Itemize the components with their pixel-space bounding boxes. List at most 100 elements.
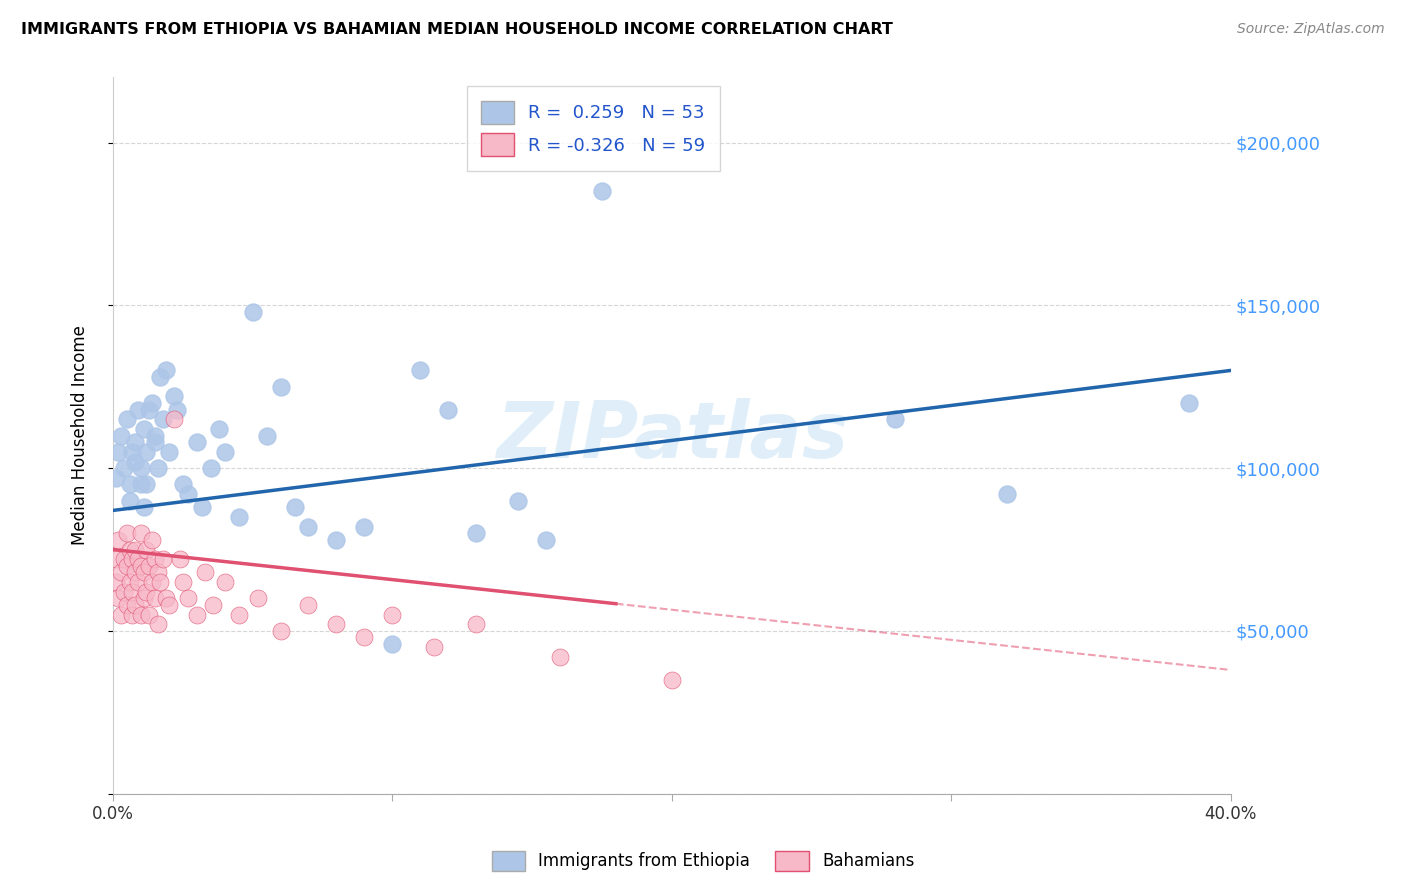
Point <box>186 435 208 450</box>
Point <box>163 389 186 403</box>
Point <box>214 445 236 459</box>
Point <box>132 422 155 436</box>
Point <box>214 575 236 590</box>
Point <box>127 575 149 590</box>
Point <box>191 500 214 515</box>
Point <box>135 477 157 491</box>
Point <box>242 305 264 319</box>
Point <box>163 412 186 426</box>
Point <box>121 552 143 566</box>
Point <box>146 617 169 632</box>
Point <box>143 428 166 442</box>
Point <box>995 487 1018 501</box>
Point <box>256 428 278 442</box>
Point <box>157 598 180 612</box>
Legend: R =  0.259   N = 53, R = -0.326   N = 59: R = 0.259 N = 53, R = -0.326 N = 59 <box>467 87 720 170</box>
Point <box>157 445 180 459</box>
Point <box>115 412 138 426</box>
Point <box>149 575 172 590</box>
Point <box>118 542 141 557</box>
Point <box>141 575 163 590</box>
Point <box>146 566 169 580</box>
Point <box>200 461 222 475</box>
Point <box>166 402 188 417</box>
Point <box>270 380 292 394</box>
Point <box>591 185 613 199</box>
Y-axis label: Median Household Income: Median Household Income <box>72 326 89 546</box>
Point <box>506 493 529 508</box>
Point <box>172 477 194 491</box>
Point <box>115 598 138 612</box>
Point <box>152 552 174 566</box>
Point <box>107 591 129 606</box>
Point <box>465 526 488 541</box>
Point <box>135 584 157 599</box>
Point <box>534 533 557 547</box>
Point <box>129 607 152 622</box>
Point <box>115 558 138 573</box>
Point <box>141 533 163 547</box>
Point <box>202 598 225 612</box>
Point <box>129 477 152 491</box>
Point <box>129 558 152 573</box>
Point <box>135 445 157 459</box>
Text: IMMIGRANTS FROM ETHIOPIA VS BAHAMIAN MEDIAN HOUSEHOLD INCOME CORRELATION CHART: IMMIGRANTS FROM ETHIOPIA VS BAHAMIAN MED… <box>21 22 893 37</box>
Point <box>283 500 305 515</box>
Point <box>121 584 143 599</box>
Point <box>138 558 160 573</box>
Legend: Immigrants from Ethiopia, Bahamians: Immigrants from Ethiopia, Bahamians <box>484 842 922 880</box>
Point <box>124 542 146 557</box>
Point <box>104 471 127 485</box>
Point <box>465 617 488 632</box>
Point <box>381 637 404 651</box>
Point <box>270 624 292 638</box>
Point <box>112 461 135 475</box>
Point <box>132 591 155 606</box>
Point <box>143 552 166 566</box>
Point <box>118 493 141 508</box>
Point <box>208 422 231 436</box>
Point <box>127 402 149 417</box>
Point <box>884 412 907 426</box>
Point <box>152 412 174 426</box>
Point <box>124 435 146 450</box>
Point <box>112 584 135 599</box>
Point <box>409 363 432 377</box>
Point <box>1178 396 1201 410</box>
Point <box>127 552 149 566</box>
Point <box>110 428 132 442</box>
Point <box>247 591 270 606</box>
Point <box>110 566 132 580</box>
Point <box>155 363 177 377</box>
Point <box>112 552 135 566</box>
Point <box>138 402 160 417</box>
Point <box>141 396 163 410</box>
Point <box>129 526 152 541</box>
Point <box>297 598 319 612</box>
Point <box>177 591 200 606</box>
Point <box>124 598 146 612</box>
Point <box>138 607 160 622</box>
Point <box>194 566 217 580</box>
Point <box>381 607 404 622</box>
Point <box>186 607 208 622</box>
Point <box>110 607 132 622</box>
Point <box>146 461 169 475</box>
Point <box>423 640 446 655</box>
Point <box>115 526 138 541</box>
Point <box>124 566 146 580</box>
Point <box>118 477 141 491</box>
Point <box>155 591 177 606</box>
Point <box>228 510 250 524</box>
Point <box>149 370 172 384</box>
Point <box>124 454 146 468</box>
Point <box>169 552 191 566</box>
Point <box>132 500 155 515</box>
Point <box>143 591 166 606</box>
Point <box>353 519 375 533</box>
Point <box>661 673 683 687</box>
Point <box>104 552 127 566</box>
Point <box>132 566 155 580</box>
Point <box>118 575 141 590</box>
Point <box>353 631 375 645</box>
